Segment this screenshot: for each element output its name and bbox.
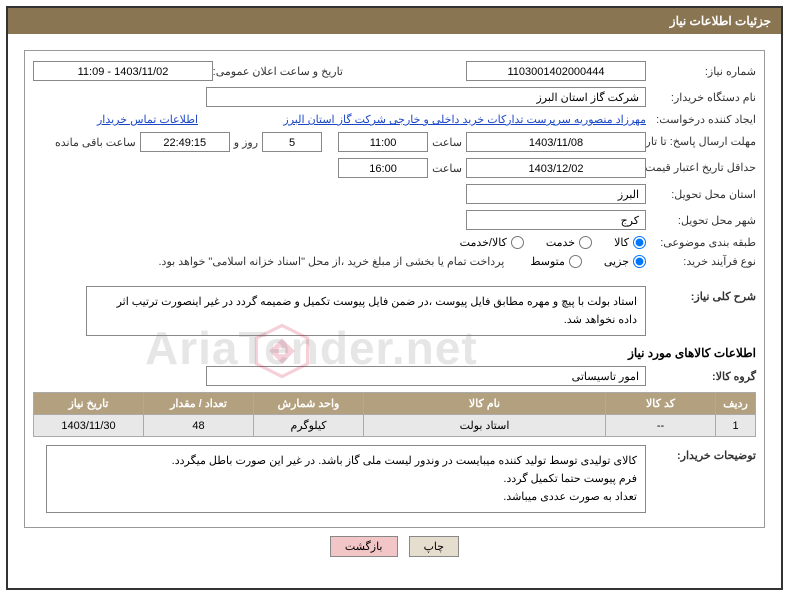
col-name: نام کالا (364, 393, 606, 415)
radio-medium-input[interactable] (569, 255, 582, 268)
buyer-notes-box: کالای تولیدی توسط تولید کننده میبایست در… (46, 445, 646, 513)
field-remaining-time: 22:49:15 (140, 132, 230, 152)
items-section-title: اطلاعات کالاهای مورد نیاز (33, 346, 756, 360)
label-need-no: شماره نیاز: (646, 65, 756, 78)
label-validity: حداقل تاریخ اعتبار قیمت: تا تاریخ: (646, 162, 756, 174)
label-deadline: مهلت ارسال پاسخ: تا تاریخ: (646, 136, 756, 148)
label-announce: تاریخ و ساعت اعلان عمومی: (213, 65, 343, 78)
button-bar: چاپ بازگشت (24, 536, 765, 557)
label-process: نوع فرآیند خرید: (646, 255, 756, 268)
field-goods-group: امور تاسیساتی (206, 366, 646, 386)
field-need-no: 1103001402000444 (466, 61, 646, 81)
table-header-row: ردیف کد کالا نام کالا واحد شمارش تعداد /… (34, 393, 756, 415)
field-buyer-org: شرکت گاز استان البرز (206, 87, 646, 107)
label-dayand: روز و (230, 136, 262, 149)
label-time1: ساعت (428, 136, 466, 149)
field-remaining-days: 5 (262, 132, 322, 152)
field-validity-time: 16:00 (338, 158, 428, 178)
radio-minor[interactable]: جزیی (604, 255, 646, 268)
cell-unit: کیلوگرم (254, 415, 364, 437)
field-validity-date: 1403/12/02 (466, 158, 646, 178)
buyer-note-line: کالای تولیدی توسط تولید کننده میبایست در… (55, 452, 637, 470)
radio-service-input[interactable] (579, 236, 592, 249)
back-button[interactable]: بازگشت (330, 536, 398, 557)
buyer-note-line: تعداد به صورت عددی میباشد. (55, 488, 637, 506)
col-code: کد کالا (606, 393, 716, 415)
field-announce: 1403/11/02 - 11:09 (33, 61, 213, 81)
label-buyer-org: نام دستگاه خریدار: (646, 91, 756, 104)
label-remaining: ساعت باقی مانده (51, 136, 140, 149)
general-desc-box: استاد بولت با پیچ و مهره مطابق فایل پیوس… (86, 286, 646, 336)
col-unit: واحد شمارش (254, 393, 364, 415)
page-header: جزئیات اطلاعات نیاز (8, 8, 781, 34)
radio-goods[interactable]: کالا (614, 236, 646, 249)
label-buyer-notes: توضیحات خریدار: (646, 445, 756, 462)
label-city: شهر محل تحویل: (646, 214, 756, 227)
process-note: پرداخت تمام یا بخشی از مبلغ خرید ،از محل… (159, 255, 505, 268)
cell-date: 1403/11/30 (34, 415, 144, 437)
field-deadline-date: 1403/11/08 (466, 132, 646, 152)
items-table: ردیف کد کالا نام کالا واحد شمارش تعداد /… (33, 392, 756, 437)
table-row: 1 -- استاد بولت کیلوگرم 48 1403/11/30 (34, 415, 756, 437)
col-date: تاریخ نیاز (34, 393, 144, 415)
category-radio-group: کالا خدمت کالا/خدمت (442, 236, 646, 249)
cell-name: استاد بولت (364, 415, 606, 437)
details-panel: AriaTender.net شماره نیاز: 1103001402000… (24, 50, 765, 528)
field-requester: مهرزاد منصوریه سرپرست تدارکات خرید داخلی… (206, 113, 646, 126)
cell-row: 1 (716, 415, 756, 437)
label-goods-group: گروه کالا: (646, 370, 756, 383)
field-city: کرج (466, 210, 646, 230)
radio-both-input[interactable] (511, 236, 524, 249)
col-row: ردیف (716, 393, 756, 415)
cell-code: -- (606, 415, 716, 437)
buyer-note-line: فرم پیوست حتما تکمیل گردد. (55, 470, 637, 488)
page-title: جزئیات اطلاعات نیاز (670, 14, 771, 28)
label-requester: ایجاد کننده درخواست: (646, 113, 756, 126)
cell-qty: 48 (144, 415, 254, 437)
label-general-desc: شرح کلی نیاز: (646, 286, 756, 303)
buyer-contact-link[interactable]: اطلاعات تماس خریدار (97, 113, 198, 126)
radio-minor-input[interactable] (633, 255, 646, 268)
radio-goods-input[interactable] (633, 236, 646, 249)
radio-both[interactable]: کالا/خدمت (460, 236, 524, 249)
label-province: استان محل تحویل: (646, 188, 756, 201)
label-time2: ساعت (428, 162, 466, 175)
col-qty: تعداد / مقدار (144, 393, 254, 415)
field-province: البرز (466, 184, 646, 204)
print-button[interactable]: چاپ (409, 536, 460, 557)
label-category: طبقه بندی موضوعی: (646, 236, 756, 249)
process-radio-group: جزیی متوسط (512, 255, 646, 268)
radio-service[interactable]: خدمت (546, 236, 592, 249)
radio-medium[interactable]: متوسط (530, 255, 582, 268)
field-deadline-time: 11:00 (338, 132, 428, 152)
